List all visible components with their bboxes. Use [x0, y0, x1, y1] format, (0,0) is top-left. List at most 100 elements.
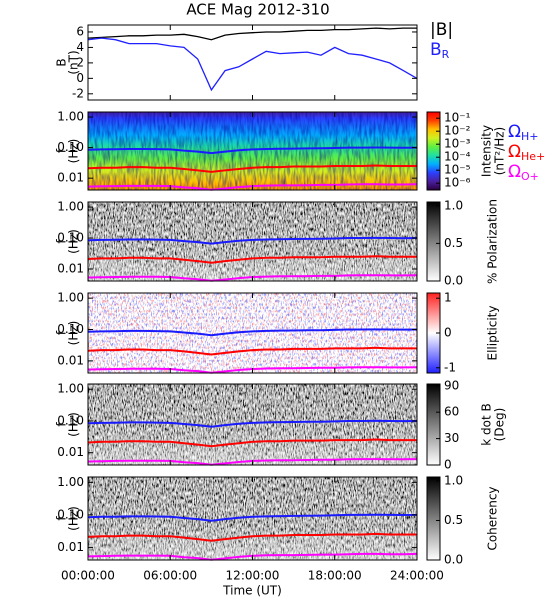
y-tick-label: 1.00	[57, 382, 84, 396]
x-tick-label: 06:00:00	[143, 569, 197, 583]
y-axis-label: (Hz)	[67, 321, 81, 346]
y-axis-label: (nT)	[67, 50, 81, 74]
colorbar	[426, 383, 441, 466]
series-line	[87, 328, 418, 337]
spectrogram-texture	[88, 384, 417, 465]
colorbar-label: Coherency	[486, 486, 500, 550]
colorbar-label: (nT²/Hz)	[493, 127, 507, 175]
y-axis-label: (Hz)	[67, 412, 81, 437]
colorbar-tick-label: 0.5	[444, 236, 463, 250]
y-tick-label: 6	[76, 24, 84, 38]
colorbar-tick-label: 10⁻⁴	[444, 150, 471, 164]
y-axis-label: f	[55, 422, 69, 427]
legend-subscript: He+	[521, 150, 545, 163]
colorbar-tick-label: 0	[444, 458, 452, 472]
colorbar-tick-label: 0.0	[444, 274, 463, 288]
y-tick-label: 0.10	[57, 413, 84, 427]
series-line	[87, 419, 418, 428]
spectrogram-texture	[88, 112, 417, 190]
legend-entry: BR	[430, 40, 450, 61]
colorbar-tick-label: 0.0	[444, 553, 463, 567]
chart-title: ACE Mag 2012-310	[186, 1, 329, 19]
series-line	[87, 532, 417, 542]
y-tick-label: 4	[76, 40, 84, 54]
colorbar-tick-label: 10⁻²	[444, 124, 471, 138]
y-axis-label: (Hz)	[67, 506, 81, 531]
series-line	[87, 37, 418, 92]
legend-name: Ω	[508, 162, 521, 182]
colorbar-tick-label: 10⁻³	[444, 137, 471, 151]
colorbar-tick-label: 0.5	[444, 513, 463, 527]
series-line	[87, 513, 418, 522]
colorbar-tick-label: 10⁻⁵	[444, 163, 471, 177]
colorbar	[426, 476, 441, 561]
y-tick-label: 0.01	[57, 540, 84, 554]
x-tick-label: 18:00:00	[308, 569, 362, 583]
x-tick-label: 24:00:00	[390, 569, 444, 583]
y-tick-label: 0.01	[57, 353, 84, 367]
y-tick-label: 0.10	[57, 140, 84, 154]
y-axis-label: (Hz)	[67, 229, 81, 254]
series-line	[87, 146, 418, 155]
series-line	[87, 255, 417, 264]
series-line	[87, 438, 417, 448]
colorbar-tick-label: 0	[444, 326, 452, 340]
colorbar-tick-label: 10⁻¹	[444, 111, 471, 125]
y-tick-label: 0.01	[57, 171, 84, 185]
colorbar-tick-label: 60	[444, 405, 459, 419]
legend-name: Ω	[508, 122, 521, 142]
colorbar-tick-label: 90	[444, 378, 459, 392]
legend-subscript: H+	[521, 130, 539, 143]
colorbar-tick-label: 30	[444, 431, 459, 445]
colorbar	[426, 111, 441, 191]
x-tick-label: 12:00:00	[226, 569, 280, 583]
spectrogram-texture	[88, 202, 417, 281]
spectrogram-texture	[88, 293, 417, 373]
y-tick-label: 1.00	[57, 475, 84, 489]
y-tick-label: 2	[76, 55, 84, 69]
colorbar-label: (Deg)	[493, 408, 507, 442]
y-tick-label: 0.01	[57, 262, 84, 276]
legend-entry: |B|	[430, 20, 453, 40]
colorbar	[426, 201, 441, 282]
x-tick-label: 00:00:00	[61, 569, 115, 583]
y-tick-label: 0.10	[57, 231, 84, 245]
y-axis-label: f	[55, 239, 69, 244]
colorbar-tick-label: 1	[444, 291, 452, 305]
colorbar-tick-label: 1.0	[444, 473, 463, 487]
y-tick-label: -2	[72, 86, 84, 100]
y-axis-label: f	[55, 330, 69, 335]
series-line	[87, 164, 417, 173]
legend-entry: ΩHe+	[508, 142, 545, 163]
colorbar-tick-label: 10⁻⁶	[444, 176, 471, 190]
y-axis-label: f	[55, 148, 69, 153]
colorbar-label: Intensity	[480, 125, 494, 177]
y-axis-label: (Hz)	[67, 139, 81, 164]
colorbar-label: % Polarization	[486, 199, 500, 284]
y-axis-label: B	[55, 58, 69, 66]
series-line	[87, 27, 417, 41]
y-tick-label: 0.10	[57, 507, 84, 521]
y-tick-label: 1.00	[57, 291, 84, 305]
colorbar-tick-label: 1.0	[444, 198, 463, 212]
y-axis-label: f	[55, 516, 69, 521]
legend-subscript: R	[442, 48, 450, 61]
series-line	[87, 346, 417, 356]
colorbar-label: Ellipticity	[486, 306, 500, 361]
legend-name: Ω	[508, 142, 521, 162]
y-tick-label: 0.01	[57, 445, 84, 459]
colorbar-tick-label: -1	[444, 360, 456, 374]
colorbar-label: k dot B	[480, 403, 494, 445]
legend-entry: ΩO+	[508, 162, 539, 183]
y-tick-label: 0	[76, 71, 84, 85]
y-tick-label: 0.10	[57, 322, 84, 336]
legend-entry: ΩH+	[508, 122, 539, 143]
y-tick-label: 1.00	[57, 200, 84, 214]
y-tick-label: 1.00	[57, 110, 84, 124]
legend-subscript: O+	[521, 170, 539, 183]
legend-name: |B|	[430, 20, 453, 40]
legend-name: B	[430, 40, 442, 60]
x-axis-label: Time (UT)	[222, 584, 282, 598]
series-line	[87, 236, 418, 245]
